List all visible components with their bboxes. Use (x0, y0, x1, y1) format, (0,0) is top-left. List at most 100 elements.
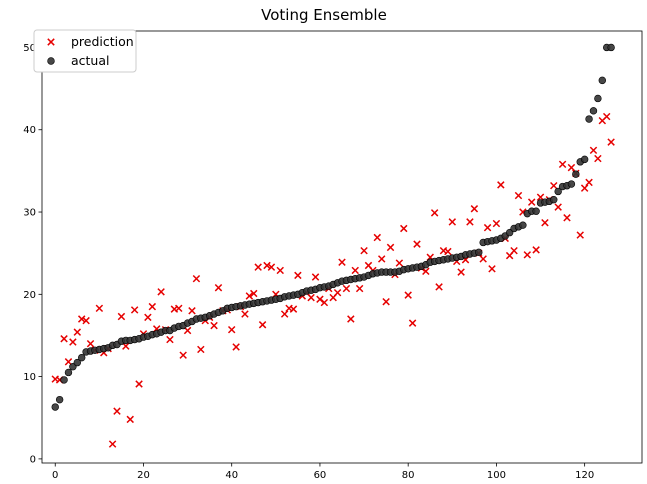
prediction-point (166, 335, 174, 344)
prediction-point (527, 198, 536, 206)
prediction-point (135, 380, 143, 388)
prediction-point (73, 328, 82, 336)
prediction-point (307, 293, 315, 302)
prediction-point (175, 304, 183, 313)
prediction-point (373, 233, 382, 242)
prediction-point (589, 146, 598, 155)
actual-point (594, 94, 602, 103)
prediction-point (479, 255, 487, 263)
prediction-point (607, 138, 615, 146)
legend-marker-prediction (47, 38, 55, 46)
chart-title: Voting Ensemble (261, 6, 387, 24)
actual-point (51, 403, 59, 411)
prediction-point (554, 203, 562, 211)
prediction-point (241, 310, 249, 318)
prediction-point (488, 265, 496, 273)
prediction-point (276, 266, 284, 275)
prediction-point (404, 291, 412, 299)
prediction-point (466, 218, 474, 226)
prediction-point (510, 246, 518, 255)
prediction-point (382, 297, 390, 306)
legend: prediction actual (33, 29, 137, 73)
prediction-point (69, 338, 77, 346)
prediction-point (289, 305, 298, 313)
y-tick-label: 10 (23, 372, 36, 383)
legend-label-actual: actual (71, 53, 110, 68)
prediction-point (188, 307, 196, 315)
prediction-point (550, 181, 558, 190)
y-tick-label: 0 (30, 454, 36, 465)
y-axis: 0 10 20 30 40 50 (23, 43, 42, 465)
prediction-legend-symbol (47, 38, 55, 46)
plot-area (41, 30, 643, 464)
prediction-point (197, 345, 205, 354)
prediction-point (457, 268, 465, 276)
prediction-point (227, 325, 236, 334)
x-tick-label: 80 (402, 470, 415, 481)
actual-point (572, 170, 580, 178)
prediction-point (320, 298, 329, 307)
prediction-point (333, 288, 342, 297)
prediction-point (347, 315, 355, 323)
prediction-point (435, 283, 443, 291)
prediction-point (514, 191, 523, 200)
prediction-point (523, 251, 532, 259)
actual-point (550, 195, 558, 204)
actual-point (78, 353, 86, 362)
prediction-point (338, 258, 346, 266)
prediction-point (585, 178, 593, 187)
prediction-point (130, 306, 139, 314)
prediction-point (400, 224, 408, 233)
actual-point (607, 43, 615, 52)
prediction-point (395, 259, 404, 267)
prediction-point (263, 261, 271, 270)
prediction-point (210, 321, 218, 330)
prediction-point (355, 284, 364, 293)
prediction-point (413, 240, 421, 248)
actual-point (55, 395, 64, 404)
prediction-point (86, 339, 95, 348)
actual-series (51, 43, 615, 411)
prediction-point (342, 284, 351, 293)
x-tick-label: 120 (575, 470, 594, 481)
actual-point (519, 221, 527, 229)
prediction-point (258, 321, 267, 329)
prediction-point (117, 312, 126, 321)
y-tick-label: 40 (23, 125, 36, 136)
prediction-point (126, 415, 134, 424)
x-tick-label: 60 (314, 470, 327, 481)
prediction-point (580, 184, 589, 192)
prediction-point (267, 263, 276, 271)
legend-marker-actual (47, 57, 55, 65)
prediction-point (558, 160, 567, 169)
prediction-point (351, 266, 359, 275)
prediction-point (541, 218, 549, 227)
prediction-point (360, 246, 368, 255)
x-tick-label: 20 (137, 470, 150, 481)
actual-point (598, 76, 606, 85)
prediction-point (408, 319, 417, 327)
prediction-point (294, 271, 302, 280)
prediction-point (311, 273, 320, 281)
prediction-point (95, 304, 104, 313)
prediction-point (483, 223, 492, 232)
y-tick-label: 50 (23, 43, 36, 54)
prediction-point (232, 343, 240, 351)
legend-box (33, 29, 137, 73)
prediction-point (148, 302, 157, 311)
prediction-point (82, 316, 90, 325)
actual-point (60, 376, 68, 384)
plot-frame (41, 30, 643, 464)
prediction-point (448, 218, 457, 226)
prediction-point (113, 407, 121, 415)
prediction-point (254, 263, 262, 271)
prediction-point (280, 310, 289, 318)
actual-point (580, 155, 589, 164)
prediction-point (576, 231, 584, 239)
prediction-point (602, 112, 611, 121)
prediction-series (51, 112, 615, 448)
prediction-point (60, 335, 68, 343)
actual-point (567, 180, 576, 188)
